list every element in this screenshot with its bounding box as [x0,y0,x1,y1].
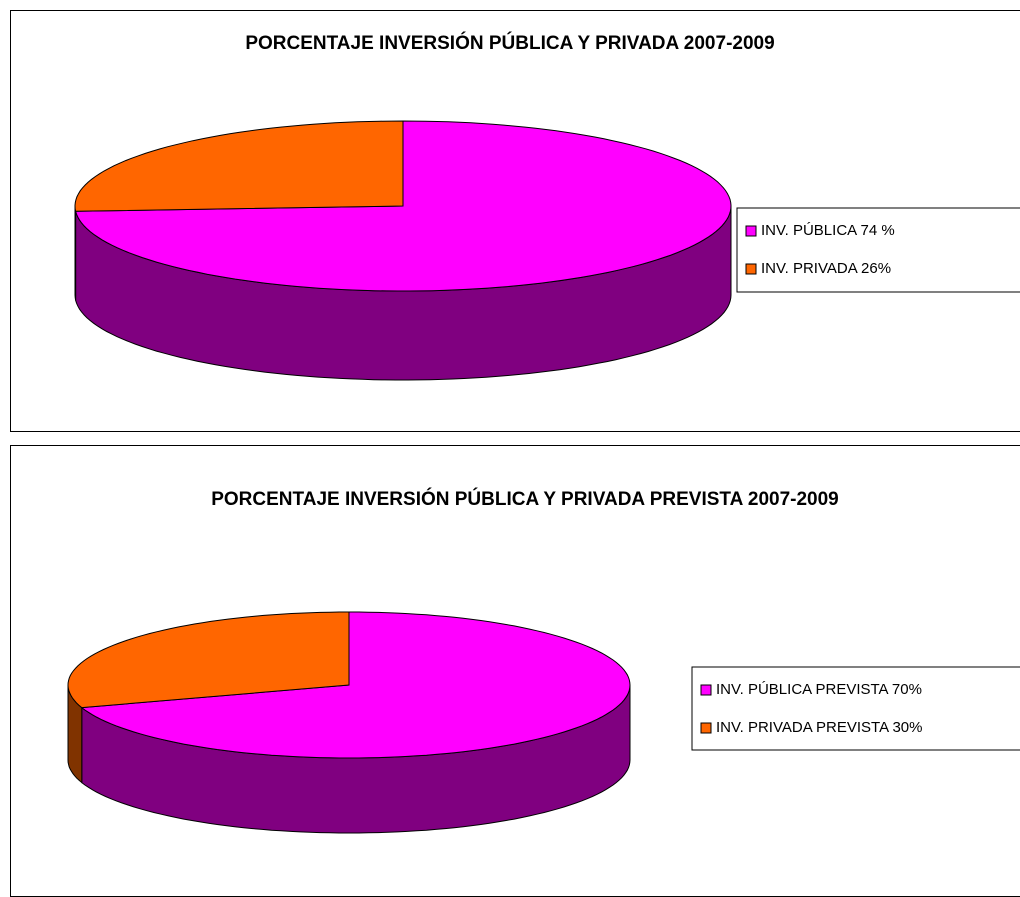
chart-title: PORCENTAJE INVERSIÓN PÚBLICA Y PRIVADA P… [211,489,839,510]
pie-slice [74,120,404,212]
pie-slice [67,611,350,709]
legend-label: INV. PRIVADA 26% [761,260,891,277]
legend-label: INV. PÚBLICA 74 % [761,222,895,239]
legend-box [691,666,1020,751]
pie-slice [80,611,631,759]
chart-title: PORCENTAJE INVERSIÓN PÚBLICA Y PRIVADA 2… [245,33,775,54]
legend-box [736,207,1020,293]
legend-swatch [700,722,712,734]
legend-label: INV. PÚBLICA PREVISTA 70% [716,681,922,698]
legend-swatch [745,225,757,237]
legend-swatch [745,263,757,275]
legend-swatch [700,684,712,696]
pie-side [74,205,77,301]
legend-label: INV. PRIVADA PREVISTA 30% [716,719,922,736]
